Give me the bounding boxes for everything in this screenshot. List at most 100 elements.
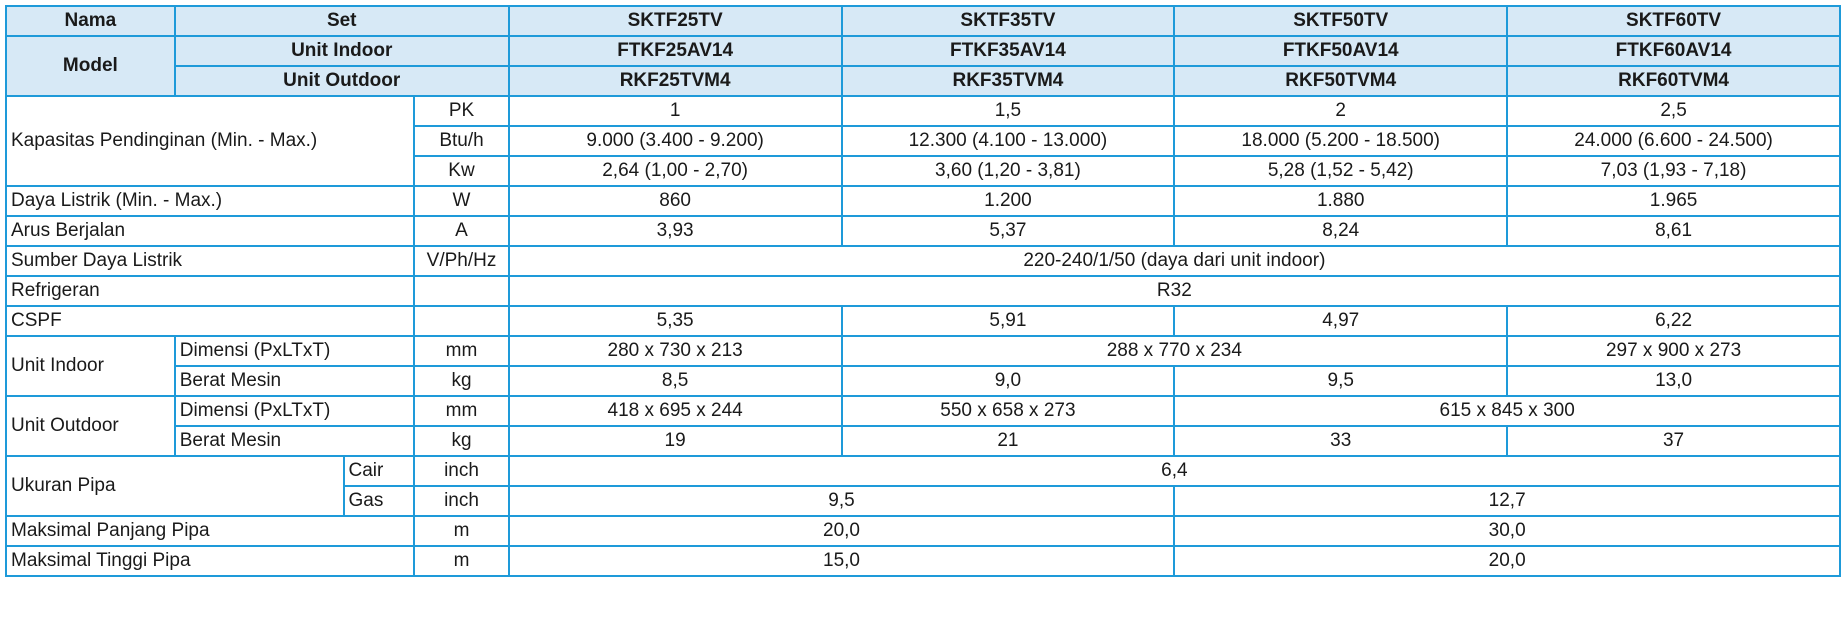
value-cell: 1,5 bbox=[840, 95, 1176, 127]
unit-cell: V/Ph/Hz bbox=[413, 245, 510, 277]
value-cell: 220-240/1/50 (daya dari unit indoor) bbox=[507, 245, 1842, 277]
outdoor-model: RKF50TVM4 bbox=[1173, 65, 1509, 97]
value-cell: 5,35 bbox=[507, 305, 843, 337]
table-row: Kapasitas Pendinginan (Min. - Max.) PK 1… bbox=[4, 95, 1841, 187]
value-cell: 20,0 bbox=[1173, 545, 1841, 577]
value-cell: 1 bbox=[507, 95, 843, 127]
value-cell: 1.200 bbox=[840, 185, 1176, 217]
unit-cell: Btu/h bbox=[413, 125, 510, 157]
unit-cell: PK bbox=[413, 95, 510, 127]
table-row: Berat Mesin kg 8,5 9,0 9,5 13,0 bbox=[6, 365, 1841, 397]
sub-label: Cair bbox=[342, 455, 416, 487]
table-row: Berat Mesin kg 19 21 33 37 bbox=[6, 425, 1841, 457]
value-cell: R32 bbox=[507, 275, 1842, 307]
value-cell: 8,24 bbox=[1173, 215, 1509, 247]
value-cell: 418 x 695 x 244 bbox=[507, 395, 843, 427]
table-row: Ukuran Pipa Cair inch 6,4 bbox=[5, 455, 1842, 517]
set-name: SKTF50TV bbox=[1173, 5, 1509, 37]
value-cell: 9,0 bbox=[840, 365, 1176, 397]
row-label: Maksimal Panjang Pipa bbox=[4, 515, 416, 547]
value-cell: 9,5 bbox=[1173, 365, 1509, 397]
row-label: Arus Berjalan bbox=[4, 215, 416, 247]
value-cell: 8,61 bbox=[1506, 215, 1841, 247]
row-label: Ukuran Pipa bbox=[5, 455, 345, 517]
value-cell: 8,5 bbox=[507, 365, 843, 397]
table-row: Arus Berjalan A 3,93 5,37 8,24 8,61 bbox=[4, 215, 1841, 247]
value-cell: 9,5 bbox=[507, 485, 1176, 517]
sub-label: Gas bbox=[342, 485, 416, 517]
unit-cell bbox=[413, 275, 510, 307]
outdoor-model: RKF35TVM4 bbox=[840, 65, 1176, 97]
value-cell: 3,60 (1,20 - 3,81) bbox=[840, 155, 1176, 187]
table-row: Unit Indoor Dimensi (PxLTxT) mm 280 x 73… bbox=[5, 335, 1841, 397]
value-cell: 19 bbox=[507, 425, 843, 457]
value-cell: 30,0 bbox=[1173, 515, 1841, 547]
value-cell: 12,7 bbox=[1173, 485, 1841, 517]
value-cell: 297 x 900 x 273 bbox=[1506, 335, 1841, 367]
outdoor-model: RKF60TVM4 bbox=[1506, 65, 1841, 97]
header-row-set: Nama Set SKTF25TV SKTF35TV SKTF50TV SKTF… bbox=[5, 5, 1841, 37]
outdoor-model: RKF25TVM4 bbox=[507, 65, 843, 97]
unit-cell: kg bbox=[413, 425, 510, 457]
row-label: Refrigeran bbox=[4, 275, 416, 307]
row-label: Daya Listrik (Min. - Max.) bbox=[4, 185, 416, 217]
indoor-model: FTKF25AV14 bbox=[507, 35, 843, 67]
value-cell: 7,03 (1,93 - 7,18) bbox=[1506, 155, 1841, 187]
value-cell: 24.000 (6.600 - 24.500) bbox=[1506, 125, 1841, 157]
sub-label: Berat Mesin bbox=[173, 365, 416, 397]
value-cell: 21 bbox=[840, 425, 1176, 457]
indoor-model: FTKF60AV14 bbox=[1506, 35, 1841, 67]
set-name: SKTF25TV bbox=[507, 5, 843, 37]
value-cell: 550 x 658 x 273 bbox=[840, 395, 1176, 427]
spec-table: Nama Set SKTF25TV SKTF35TV SKTF50TV SKTF… bbox=[4, 5, 1842, 577]
unit-cell: A bbox=[413, 215, 510, 247]
value-cell: 15,0 bbox=[507, 545, 1176, 577]
header-row-outdoor: Unit Outdoor RKF25TVM4 RKF35TVM4 RKF50TV… bbox=[6, 65, 1841, 97]
value-cell: 6,4 bbox=[507, 455, 1842, 487]
row-label: Maksimal Tinggi Pipa bbox=[4, 545, 416, 577]
unit-cell: m bbox=[413, 545, 510, 577]
row-label: CSPF bbox=[4, 305, 416, 337]
table-row: Kw 2,64 (1,00 - 2,70) 3,60 (1,20 - 3,81)… bbox=[6, 155, 1841, 187]
kapasitas-label: Kapasitas Pendinginan (Min. - Max.) bbox=[4, 95, 416, 187]
unit-cell: Kw bbox=[413, 155, 510, 187]
value-cell: 2,5 bbox=[1506, 95, 1841, 127]
indoor-model: FTKF35AV14 bbox=[840, 35, 1176, 67]
value-cell: 1.880 bbox=[1173, 185, 1509, 217]
value-cell: 33 bbox=[1173, 425, 1509, 457]
unit-indoor-header: Unit Indoor bbox=[173, 35, 510, 67]
indoor-model: FTKF50AV14 bbox=[1173, 35, 1509, 67]
nama-header: Nama bbox=[5, 5, 176, 37]
table-row: CSPF 5,35 5,91 4,97 6,22 bbox=[4, 305, 1841, 337]
set-name: SKTF35TV bbox=[840, 5, 1176, 37]
value-cell: 2,64 (1,00 - 2,70) bbox=[507, 155, 843, 187]
value-cell: 280 x 730 x 213 bbox=[507, 335, 843, 367]
value-cell: 288 x 770 x 234 bbox=[840, 335, 1509, 367]
value-cell: 615 x 845 x 300 bbox=[1173, 395, 1841, 427]
header-row-indoor: Model Unit Indoor FTKF25AV14 FTKF35AV14 … bbox=[5, 35, 1841, 97]
sub-label: Dimensi (PxLTxT) bbox=[173, 335, 416, 367]
table-row: Btu/h 9.000 (3.400 - 9.200) 12.300 (4.10… bbox=[6, 125, 1841, 157]
value-cell: 18.000 (5.200 - 18.500) bbox=[1173, 125, 1509, 157]
row-label: Sumber Daya Listrik bbox=[4, 245, 416, 277]
table-row: Refrigeran R32 bbox=[4, 275, 1842, 307]
unit-cell bbox=[413, 305, 510, 337]
value-cell: 9.000 (3.400 - 9.200) bbox=[507, 125, 843, 157]
value-cell: 12.300 (4.100 - 13.000) bbox=[840, 125, 1176, 157]
value-cell: 3,93 bbox=[507, 215, 843, 247]
unit-outdoor-header: Unit Outdoor bbox=[173, 65, 510, 97]
table-row: Unit Outdoor Dimensi (PxLTxT) mm 418 x 6… bbox=[5, 395, 1841, 457]
unit-cell: m bbox=[413, 515, 510, 547]
table-row: Maksimal Tinggi Pipa m 15,0 20,0 bbox=[4, 545, 1841, 577]
table-row: Maksimal Panjang Pipa m 20,0 30,0 bbox=[4, 515, 1841, 547]
sub-label: Dimensi (PxLTxT) bbox=[173, 395, 416, 427]
value-cell: 20,0 bbox=[507, 515, 1176, 547]
value-cell: 5,28 (1,52 - 5,42) bbox=[1173, 155, 1509, 187]
set-header: Set bbox=[173, 5, 510, 37]
value-cell: 5,37 bbox=[840, 215, 1176, 247]
unit-cell: inch bbox=[413, 485, 510, 517]
table-row: Sumber Daya Listrik V/Ph/Hz 220-240/1/50… bbox=[4, 245, 1842, 277]
value-cell: 2 bbox=[1173, 95, 1509, 127]
model-header: Model bbox=[5, 35, 176, 97]
value-cell: 13,0 bbox=[1506, 365, 1841, 397]
